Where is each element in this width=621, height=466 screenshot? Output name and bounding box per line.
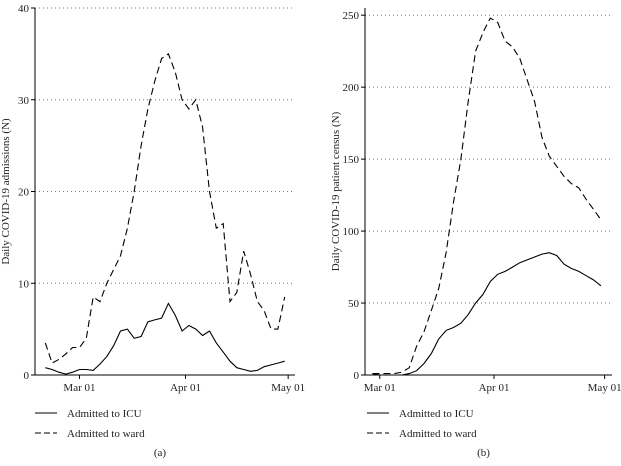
y-tick-label: 200 [343,82,360,94]
series-line [372,17,602,375]
y-tick-label: 250 [343,10,360,22]
series-line [44,53,286,364]
x-tick-label: May 01 [271,382,305,394]
y-axis-label: Daily COVID-19 admissions (N) [0,118,12,265]
x-tick-label: Mar 01 [364,382,396,394]
series-line [45,302,285,375]
x-tick-label: Mar 01 [63,382,95,394]
x-tick-label: Apr 01 [479,382,510,394]
caption: (b) [477,447,490,459]
y-axis-label: Daily COVID-19 patient census (N) [330,111,342,271]
caption: (a) [154,447,167,459]
y-tick-label: 150 [343,154,360,166]
y-tick-label: 20 [18,187,30,199]
y-tick-label: 0 [24,370,30,382]
y-tick-label: 10 [18,278,30,290]
legend-label: Admitted to ICU [399,408,474,420]
x-tick-label: Apr 01 [170,382,201,394]
legend-label: Admitted to ICU [67,408,142,420]
legend-label: Admitted to ward [67,428,145,440]
y-tick-label: 40 [18,3,30,15]
series-line [372,252,602,376]
y-tick-label: 30 [18,95,30,107]
x-tick-label: May 01 [588,382,621,394]
y-tick-label: 100 [343,226,360,238]
y-tick-label: 50 [348,298,360,310]
legend-label: Admitted to ward [399,428,477,440]
y-tick-label: 0 [354,370,360,382]
